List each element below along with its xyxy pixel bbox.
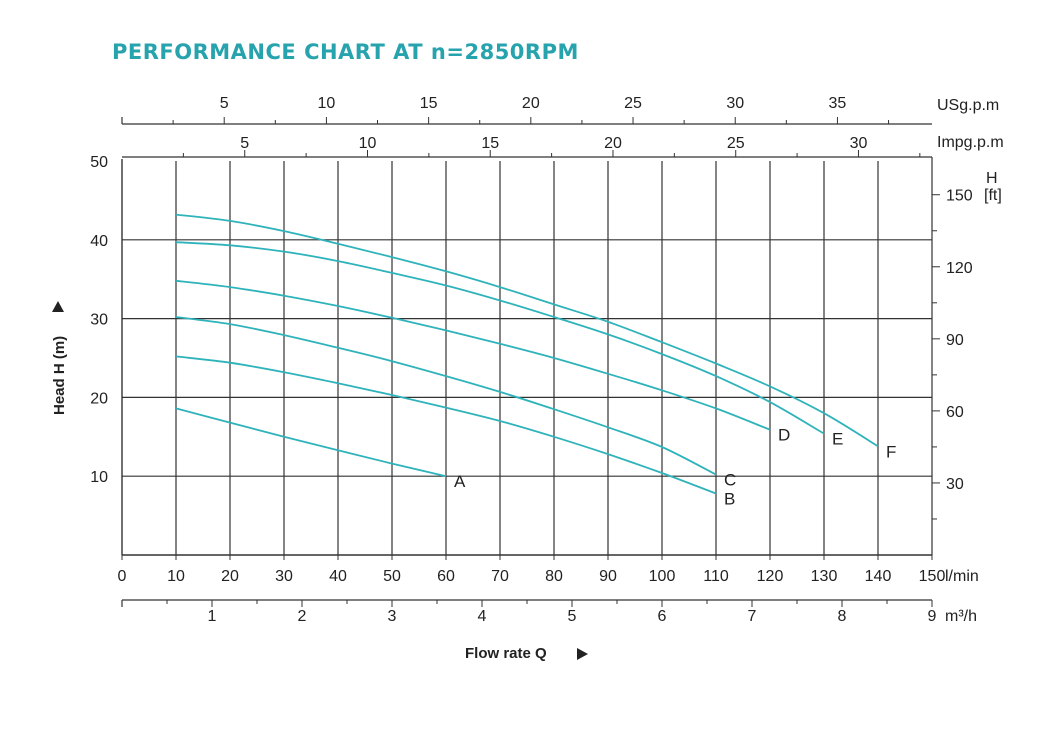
curve-label-C: C [724,471,736,490]
m3h-tick-label-7: 7 [748,608,757,625]
usgpm-tick-label-30: 30 [726,95,744,112]
y-tick-label-20: 20 [90,390,108,407]
labels: A BC D E F [454,426,896,509]
curves [175,213,879,495]
m3h-tick-label-4: 4 [478,608,487,625]
y-axis-arrow-icon [52,301,64,312]
x-unit-impgpm: Impg.p.m [937,134,1004,151]
curve-label-F: F [886,442,896,461]
x-tick-label-70: 70 [491,568,509,585]
curve-C [175,316,717,476]
x-tick-label-0: 0 [118,568,127,585]
ft-tick-label-120: 120 [946,260,973,277]
x-tick-label-100: 100 [649,568,676,585]
x-tick-label-20: 20 [221,568,239,585]
curve-label-A: A [454,472,466,491]
y-tick-label-50: 50 [90,154,108,171]
m3h-tick-label-8: 8 [838,608,847,625]
curve-label-E: E [832,430,843,449]
curve-label-B: B [724,490,735,509]
ft-tick-label-30: 30 [946,476,964,493]
m3h-tick-label-6: 6 [658,608,667,625]
m3h-tick-label-3: 3 [388,608,397,625]
m3h-tick-label-5: 5 [568,608,577,625]
impgpm-tick-label-15: 15 [481,135,499,152]
curve-E [175,241,825,435]
curve-F [175,213,879,448]
usgpm-tick-label-35: 35 [829,95,847,112]
m3h-tick-label-9: 9 [928,608,937,625]
x-axis-title: Flow rate Q [465,645,547,662]
usgpm-tick-label-5: 5 [220,95,229,112]
x-unit-m3h: m³/h [945,608,977,625]
x-unit-usgpm: USg.p.m [937,97,999,114]
impgpm-tick-label-5: 5 [240,135,249,152]
ft-tick-label-150: 150 [946,188,973,205]
y-tick-label-30: 30 [90,312,108,329]
y-tick-label-40: 40 [90,233,108,250]
x-tick-label-140: 140 [865,568,892,585]
impgpm-tick-label-10: 10 [359,135,377,152]
impgpm-tick-label-25: 25 [727,135,745,152]
usgpm-tick-label-25: 25 [624,95,642,112]
ft-tick-label-60: 60 [946,404,964,421]
x-tick-label-80: 80 [545,568,563,585]
x-tick-label-40: 40 [329,568,347,585]
x-tick-label-60: 60 [437,568,455,585]
x-tick-label-30: 30 [275,568,293,585]
curve-label-D: D [778,426,790,445]
x-tick-label-50: 50 [383,568,401,585]
x-unit-lmin: l/min [945,568,979,585]
impgpm-tick-label-20: 20 [604,135,622,152]
x-tick-label-130: 130 [811,568,838,585]
x-tick-label-150: 150 [919,568,946,585]
x-axis-arrow-icon [577,648,588,660]
usgpm-tick-label-15: 15 [420,95,438,112]
usgpm-tick-label-10: 10 [318,95,336,112]
y-unit-ft-line2: [ft] [984,187,1002,204]
x-tick-label-10: 10 [167,568,185,585]
y-axis-title: Head H (m) [51,336,68,415]
curve-B [175,355,717,495]
chart-title: PERFORMANCE CHART AT n=2850RPM [112,40,579,64]
usgpm-tick-label-20: 20 [522,95,540,112]
x-tick-label-120: 120 [757,568,784,585]
m3h-tick-label-2: 2 [298,608,307,625]
curve-D [175,279,771,431]
y-tick-label-10: 10 [90,469,108,486]
ft-tick-label-90: 90 [946,332,964,349]
curve-A [175,407,447,478]
m3h-tick-label-1: 1 [208,608,217,625]
impgpm-tick-label-30: 30 [850,135,868,152]
x-tick-label-110: 110 [703,568,729,585]
grid [122,161,932,555]
y-unit-ft-line1: H [986,170,998,187]
x-tick-label-90: 90 [599,568,617,585]
axes: 0 10 20 30 40 50 60 70 80 90 100 110 120 130 140 150102… [90,95,973,625]
